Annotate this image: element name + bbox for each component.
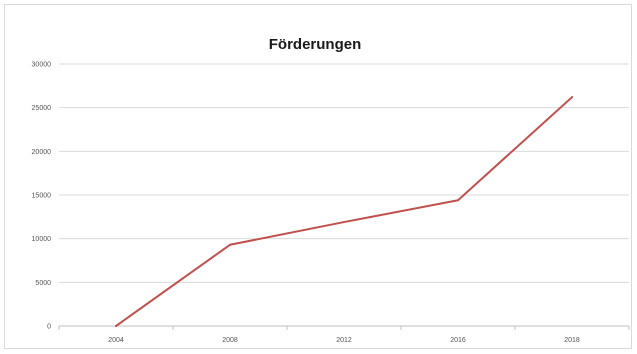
chart-area: Förderungen 0 5000 10000 15000 20000 25000 300… [4,4,632,349]
line-chart: Förderungen 0 5000 10000 15000 20000 25000 300… [32,36,630,344]
x-axis-tick-labels: 2004 2008 2012 2016 2018 [108,337,580,344]
x-tick-label: 2004 [108,337,124,344]
x-tick-label: 2018 [564,337,580,344]
data-point [457,199,459,202]
data-point [229,243,231,246]
data-series [115,96,573,327]
data-point [343,221,345,224]
y-tick-label: 25000 [32,105,52,112]
y-tick-label: 20000 [32,149,52,156]
y-tick-label: 15000 [32,193,52,200]
y-tick-label: 30000 [32,62,52,69]
y-tick-label: 0 [47,324,51,331]
gridlines [58,63,630,330]
y-tick-label: 10000 [32,236,52,243]
x-tick-label: 2012 [336,337,352,344]
x-tick-label: 2008 [222,337,238,344]
chart-title: Förderungen [269,36,362,53]
data-point [571,96,573,99]
data-point [115,325,117,327]
y-tick-label: 5000 [35,280,51,287]
x-tick-label: 2016 [450,337,466,344]
series-line [115,96,573,327]
y-axis-tick-labels: 0 5000 10000 15000 20000 25000 30000 [32,62,52,331]
